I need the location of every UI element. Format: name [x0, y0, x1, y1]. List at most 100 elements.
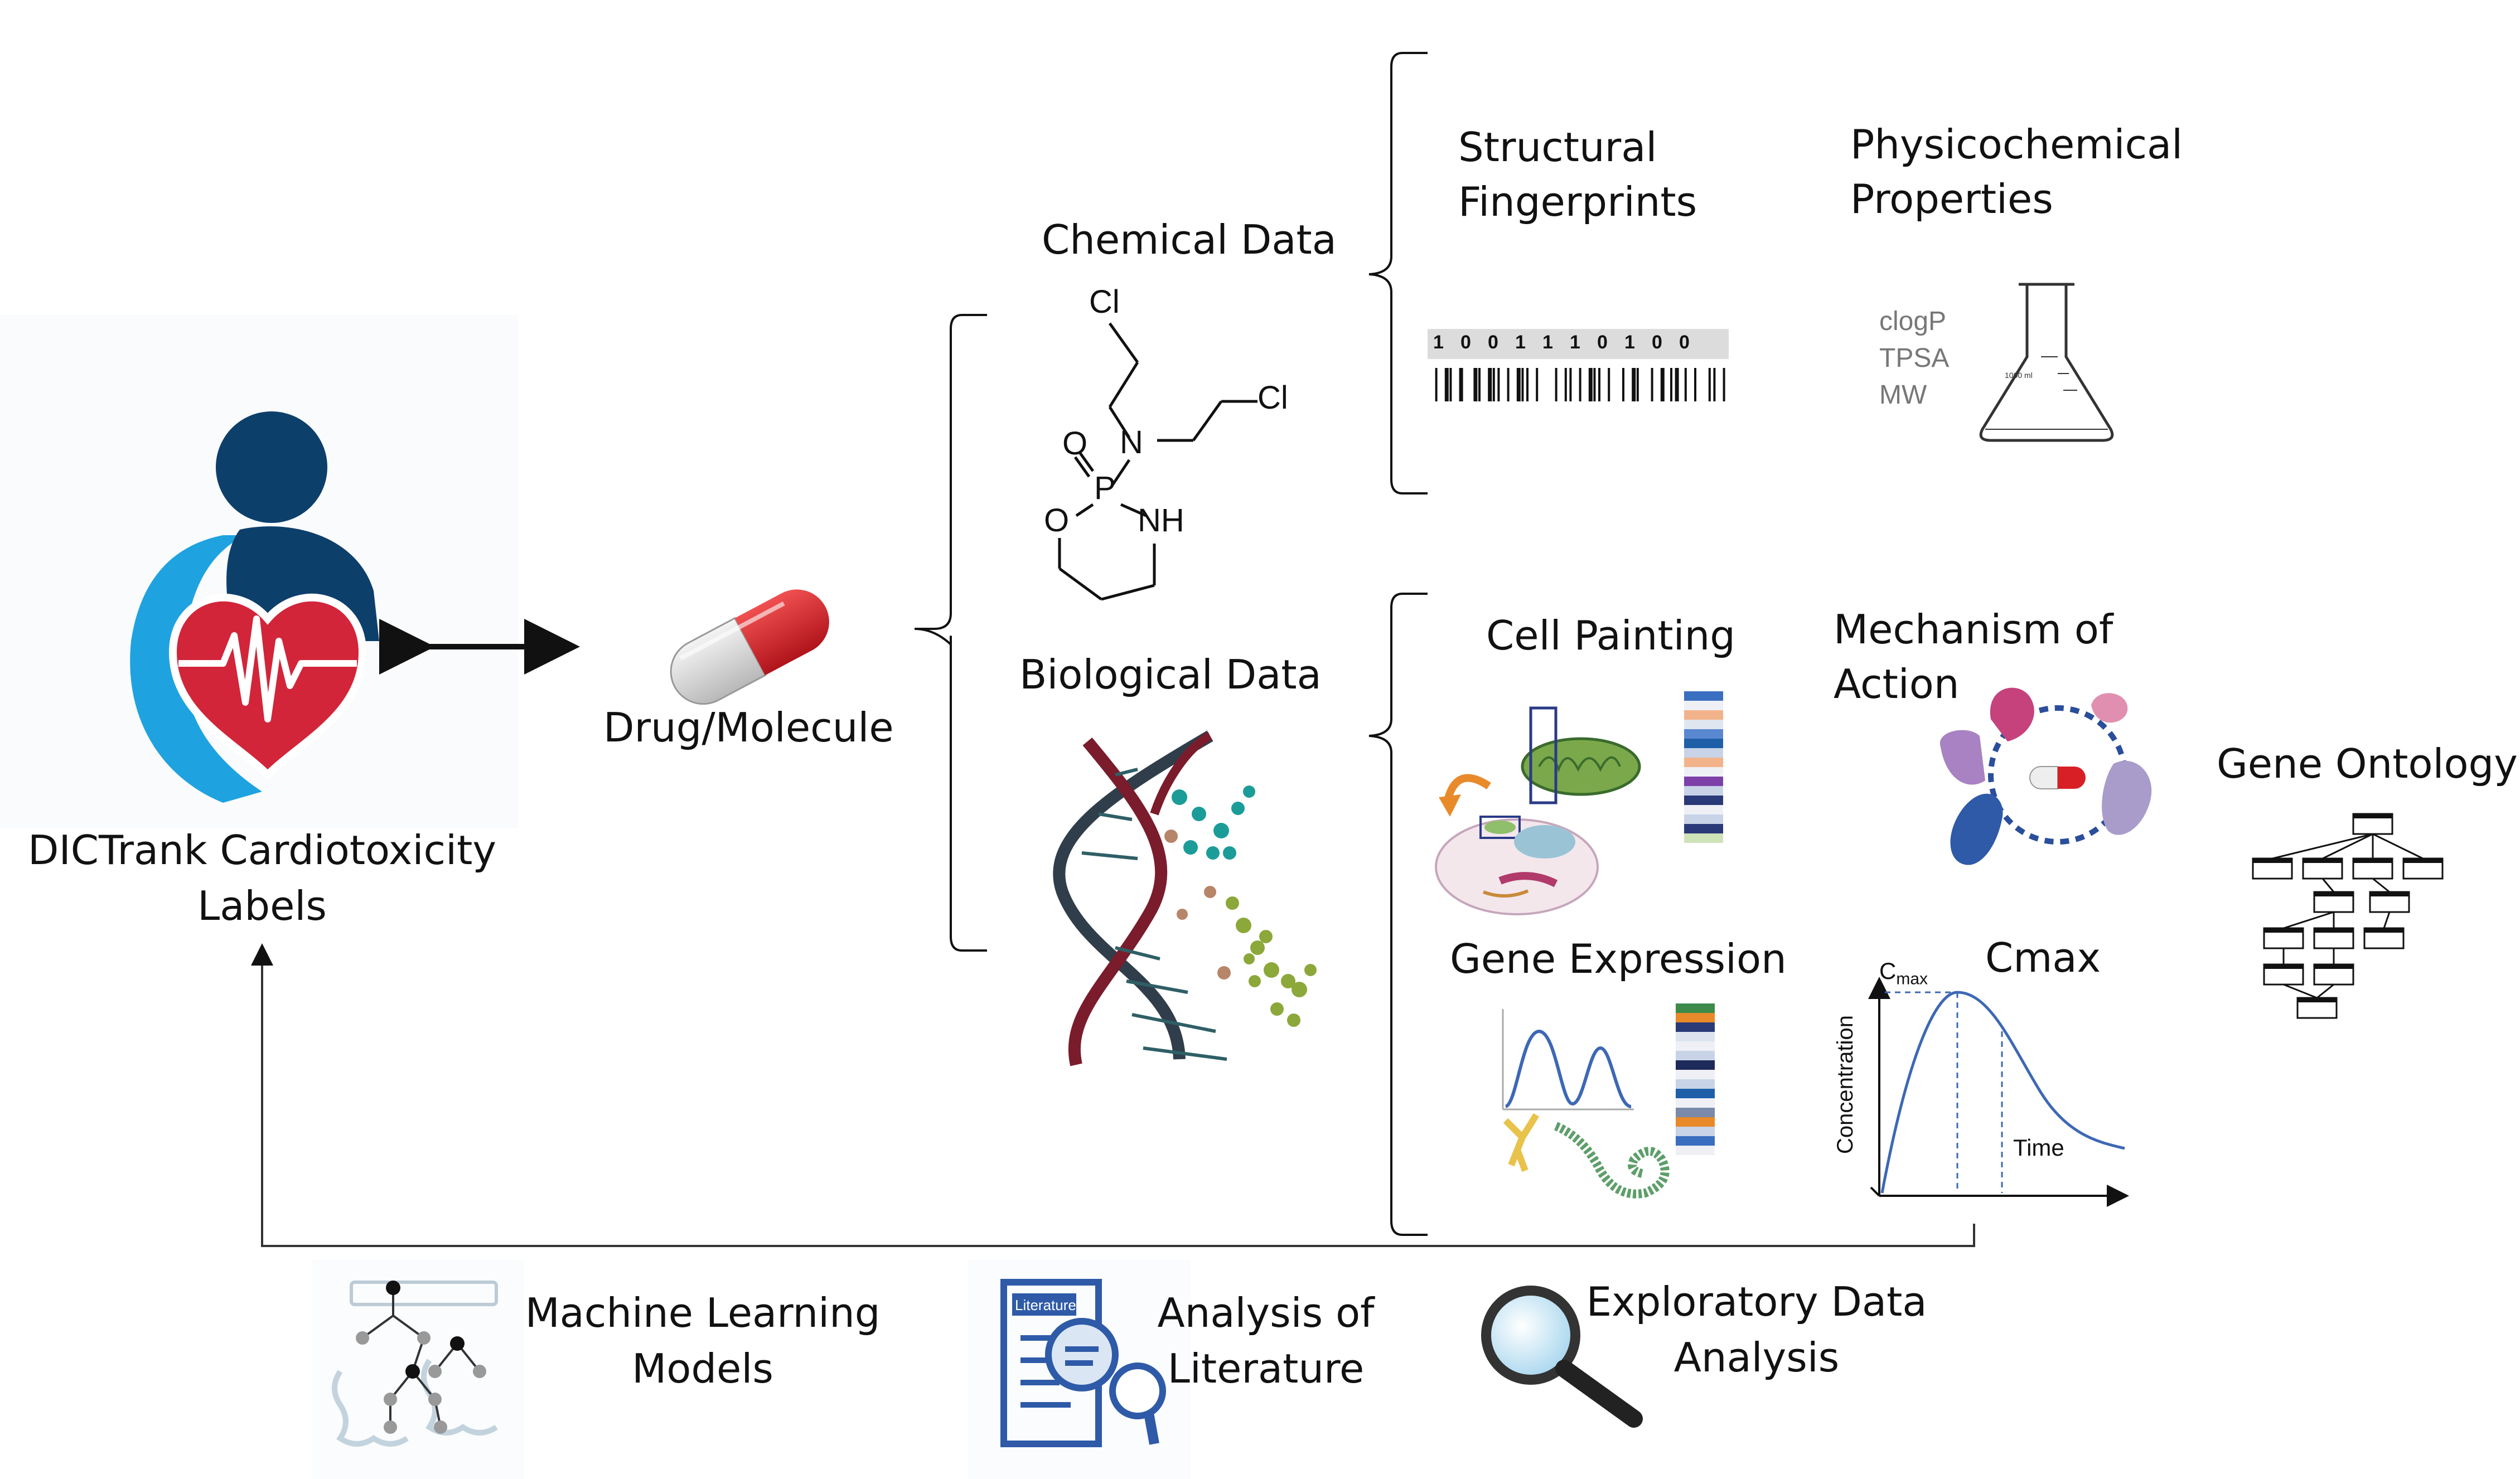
cell-painting-illustration	[1435, 691, 1723, 915]
pill-icon	[670, 589, 829, 705]
physico-line1: Physicochemical	[1850, 121, 2183, 168]
barcode-bar	[1488, 368, 1492, 401]
barcode-bar	[1632, 368, 1636, 401]
eda-line1: Exploratory Data	[1586, 1278, 1927, 1325]
fingerprint-bit: 0	[1652, 332, 1662, 353]
atom-p: P	[1094, 470, 1116, 506]
gene-expression-label: Gene Expression	[1450, 935, 1787, 982]
ontology-edge	[2272, 833, 2373, 860]
cmax-xlabel: Time	[2013, 1134, 2064, 1161]
expression-stripe	[1684, 796, 1723, 805]
expression-stripe	[1684, 767, 1723, 777]
expression-stripe	[1684, 720, 1723, 729]
expression-stripe	[1684, 729, 1723, 739]
cmax-plot: Concentration	[1833, 977, 2129, 1207]
heartbeat-line	[178, 615, 357, 722]
drug-label: Drug/Molecule	[603, 704, 894, 751]
property-mw: MW	[1879, 380, 1927, 410]
cmax-peak-letter: C	[1879, 958, 1897, 984]
main-brace	[914, 314, 987, 952]
physicochemical-properties-label: Physicochemical Properties	[1850, 117, 2183, 226]
ml-line1: Machine Learning	[525, 1289, 881, 1336]
expression-stripe	[1676, 1003, 1715, 1013]
ontology-edge	[2322, 833, 2373, 860]
barcode-bar	[1473, 368, 1478, 401]
expression-stripe	[1684, 748, 1723, 758]
person-head-icon	[216, 411, 327, 523]
barcode-bar	[1444, 368, 1449, 401]
atom-nh: NH	[1138, 502, 1184, 539]
ml-line2: Models	[632, 1345, 773, 1392]
expression-stripe	[1676, 1089, 1715, 1098]
atom-n: N	[1120, 424, 1143, 460]
expression-stripe	[1676, 1022, 1715, 1032]
barcode-bar	[1598, 368, 1600, 401]
heart-icon	[168, 593, 367, 780]
fingerprint-bit: 0	[1488, 332, 1498, 353]
expression-stripe	[1676, 1070, 1715, 1079]
dictrank-label: DICTrank Cardiotoxicity Labels	[22, 822, 502, 934]
expression-stripe	[1684, 710, 1723, 720]
physico-line2: Properties	[1850, 176, 2053, 222]
cell-painting-label: Cell Painting	[1486, 612, 1735, 659]
fingerprint-bit: 1	[1570, 332, 1580, 353]
barcode-bar	[1492, 368, 1495, 401]
eda-label: Exploratory Data Analysis	[1584, 1274, 1929, 1385]
barcode-bar	[1526, 368, 1529, 401]
ontology-edge	[2321, 878, 2335, 893]
expression-stripe	[1684, 777, 1723, 786]
barcode-bar	[1569, 368, 1572, 401]
barcode-bar	[1435, 368, 1438, 401]
barcode-bar	[1536, 368, 1539, 401]
structural-line2: Fingerprints	[1458, 178, 1697, 225]
mechanism-of-action-illustration	[1939, 687, 2152, 865]
barcode-bar	[1579, 368, 1581, 401]
fingerprint-barcode	[1428, 329, 1729, 401]
moa-line1: Mechanism of	[1834, 606, 2113, 653]
barcode-bar	[1694, 368, 1696, 401]
expression-stripe	[1684, 833, 1723, 843]
barcode-bar	[1555, 368, 1558, 401]
barcode-bar	[1622, 368, 1624, 401]
chemical-data-label: Chemical Data	[1042, 216, 1337, 263]
expression-stripe	[1676, 1060, 1715, 1070]
expression-stripe	[1676, 1051, 1715, 1060]
expression-stripe	[1676, 1136, 1715, 1146]
eda-line2: Analysis	[1673, 1334, 1840, 1381]
lit-line1: Analysis of	[1157, 1289, 1375, 1336]
barcode-bar	[1708, 368, 1711, 401]
atom-o-ring: O	[1044, 502, 1070, 539]
fingerprint-bit: 1	[1515, 332, 1526, 353]
barcode-bar	[1660, 368, 1665, 401]
barcode-bar	[1564, 368, 1567, 401]
barcode-bar	[1670, 368, 1672, 401]
ontology-edge	[2383, 911, 2391, 929]
barcode-bar	[1593, 368, 1596, 401]
literature-icon: Literature	[968, 1260, 1191, 1479]
atom-cl-1: Cl	[1089, 284, 1120, 320]
flask-icon: 1000 ml	[1979, 283, 2114, 442]
expression-stripe	[1684, 786, 1723, 796]
lit-line2: Literature	[1167, 1345, 1365, 1392]
fingerprint-bit: 0	[1679, 332, 1690, 353]
ontology-edge	[2372, 833, 2424, 860]
person-light-shape	[130, 535, 262, 803]
ml-models-label: Machine Learning Models	[524, 1285, 881, 1396]
dictrank-label-line1: DICTrank Cardiotoxicity	[28, 827, 496, 874]
expression-stripe	[1676, 1146, 1715, 1155]
cmax-label: Cmax	[1985, 934, 2101, 981]
dna-illustration	[1053, 730, 1317, 1066]
barcode-bar	[1516, 368, 1521, 401]
moa-line2: Action	[1834, 661, 1960, 707]
barcode-bar	[1478, 368, 1481, 401]
expression-stripe	[1684, 701, 1723, 710]
barcode-bar	[1713, 368, 1716, 401]
barcode-bar	[1459, 368, 1463, 401]
ontology-edge	[2283, 911, 2334, 929]
gene-expression-illustration	[1502, 1003, 1715, 1199]
literature-icon-label: Literature	[1015, 1297, 1076, 1313]
property-tpsa: TPSA	[1879, 343, 1950, 373]
dictrank-label-line2: Labels	[197, 882, 327, 929]
expression-stripe	[1684, 691, 1723, 701]
